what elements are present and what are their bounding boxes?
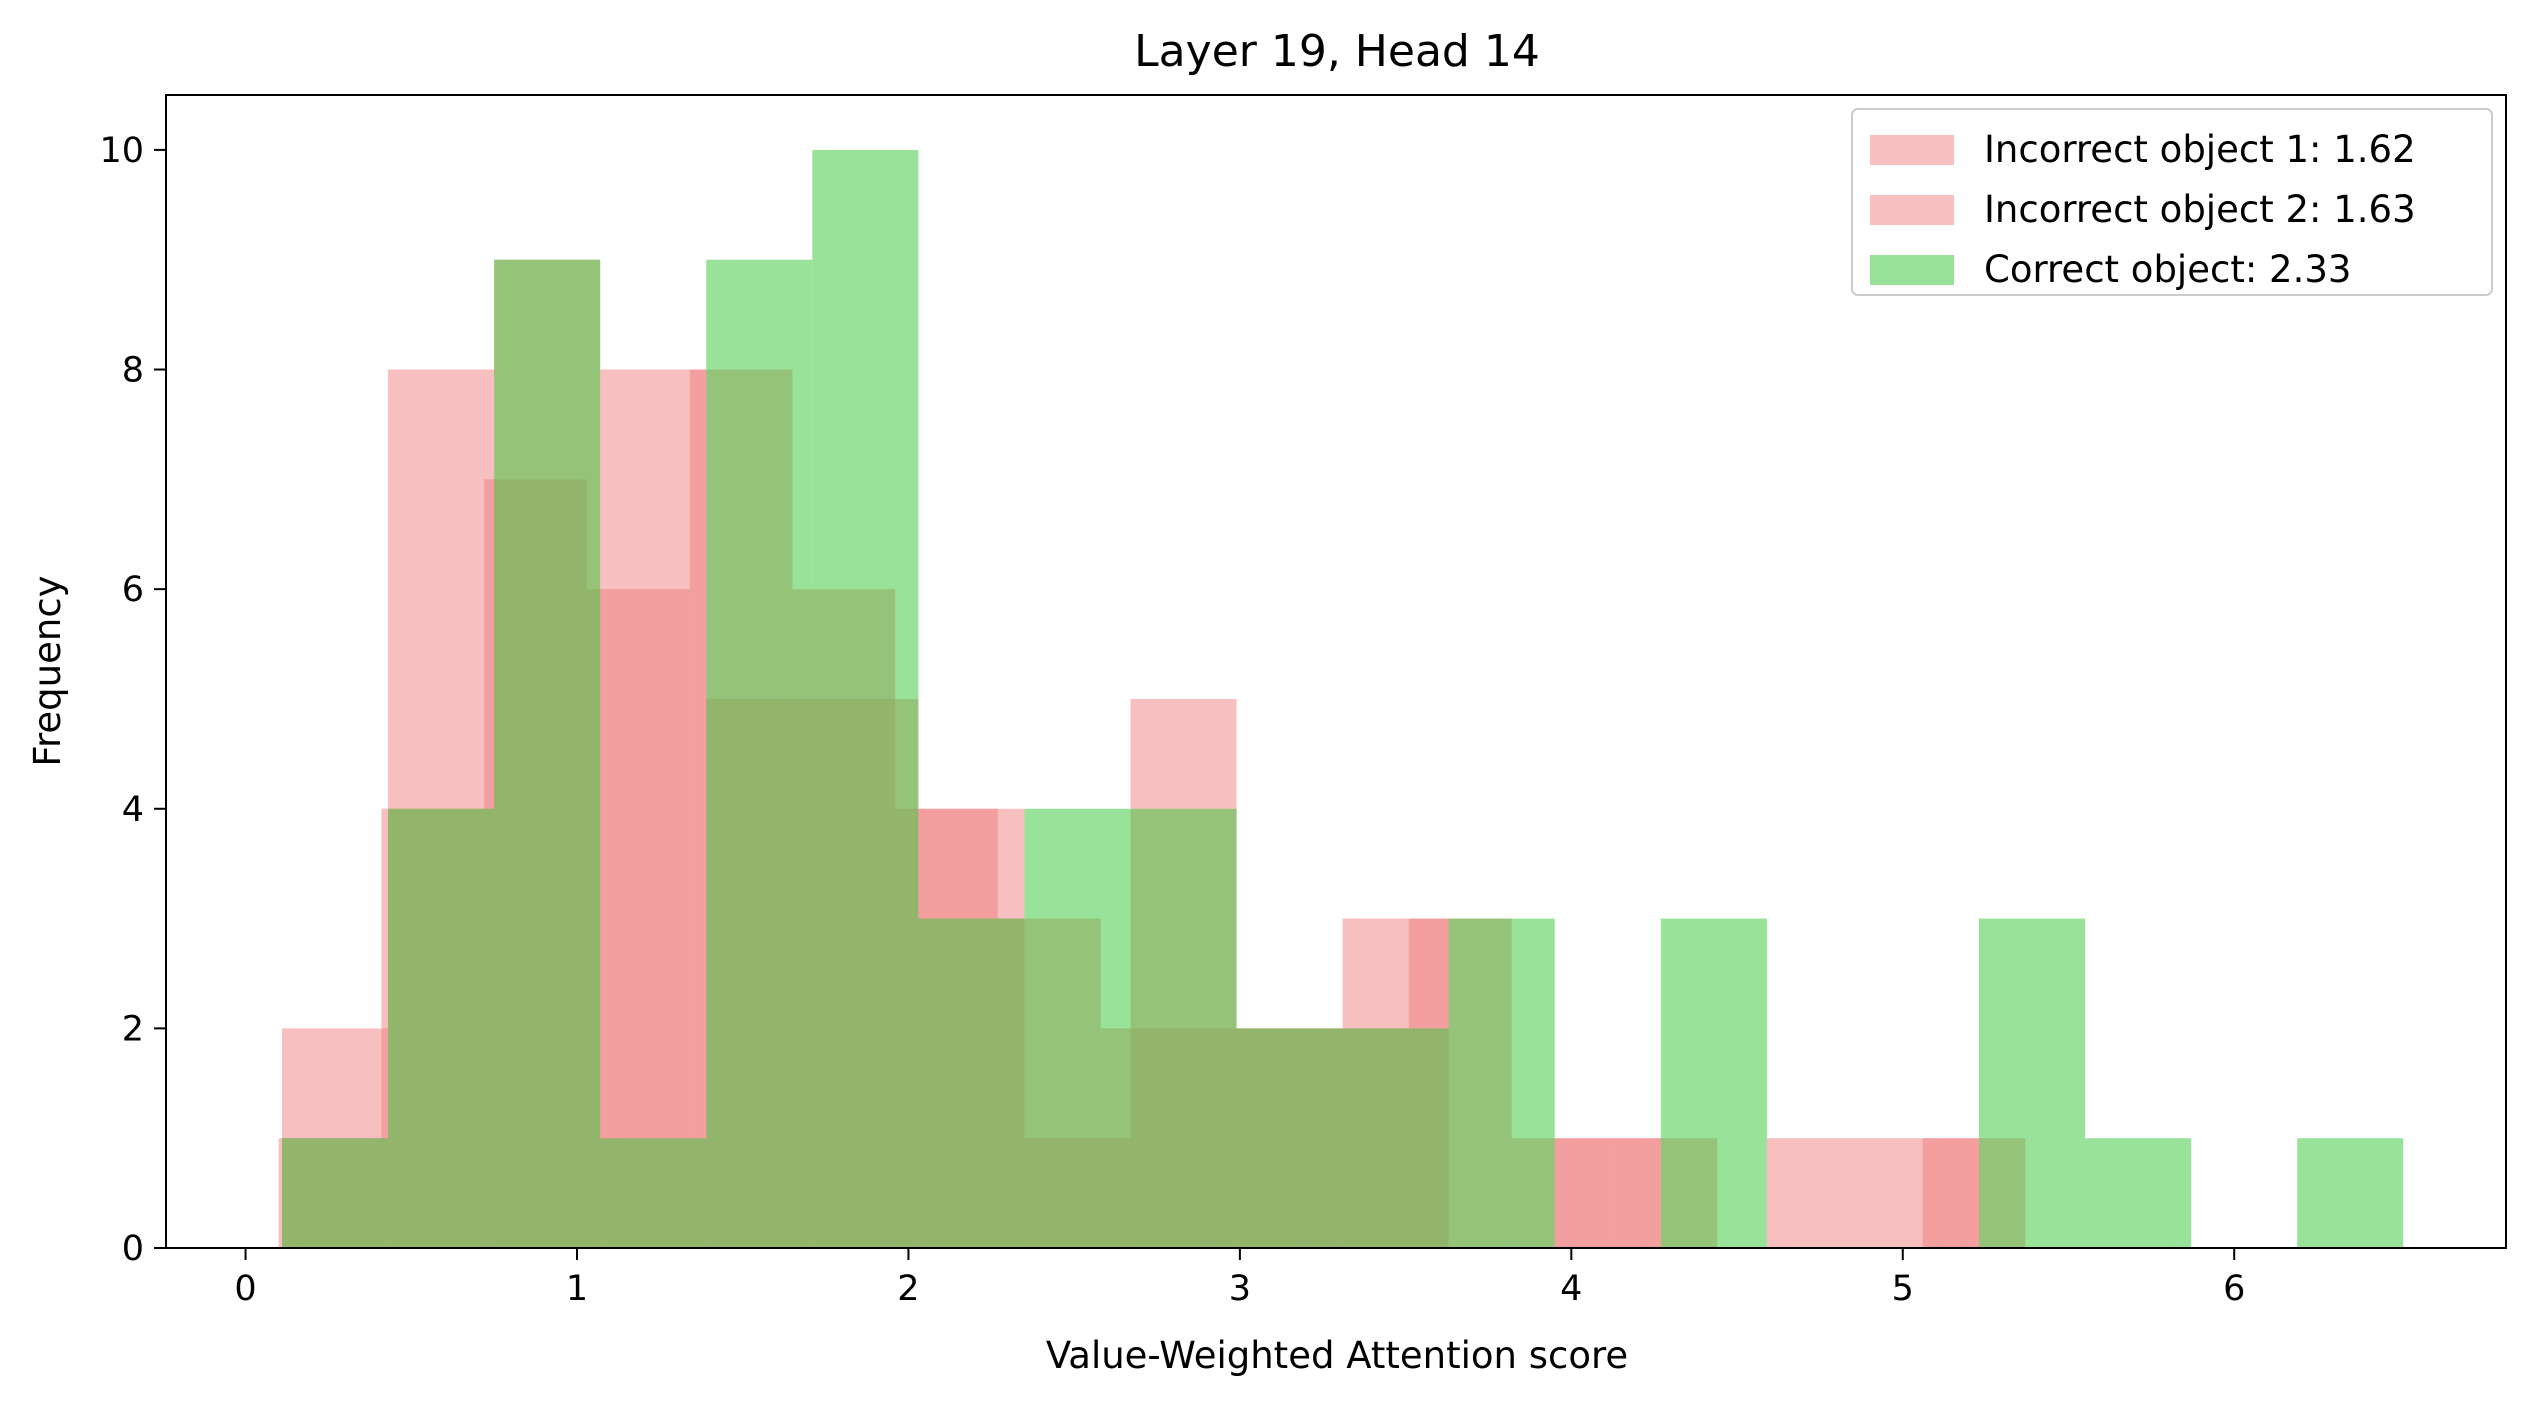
legend-swatch (1870, 195, 1954, 225)
histogram-bar (282, 1138, 389, 1248)
legend-label: Correct object: 2.33 (1984, 248, 2351, 291)
y-tick-label: 10 (99, 131, 144, 171)
y-axis-label: Frequency (26, 575, 69, 766)
legend-swatch (1870, 255, 1954, 285)
histogram-bar (812, 149, 919, 1248)
series-3-bars (282, 149, 2404, 1248)
histogram-bar (1660, 918, 1767, 1248)
histogram-bar (1024, 808, 1131, 1248)
x-tick-label: 4 (1560, 1269, 1582, 1309)
x-axis: 0 1 2 3 4 5 6 (234, 1248, 2245, 1309)
histogram-bar (1448, 918, 1555, 1248)
histogram-bar (918, 918, 1025, 1248)
chart-title: Layer 19, Head 14 (1134, 26, 1540, 77)
histogram-bar (1766, 1138, 1873, 1248)
histogram-bar (2085, 1138, 2192, 1248)
histogram-bar (706, 259, 813, 1248)
y-tick-label: 0 (122, 1229, 144, 1269)
y-tick-label: 4 (122, 790, 144, 830)
histogram-bar (1130, 808, 1237, 1248)
plot-frame (165, 94, 2507, 1249)
x-axis-label: Value-Weighted Attention score (1046, 1334, 1628, 1377)
legend-swatch (1870, 135, 1954, 165)
x-tick-label: 3 (1229, 1269, 1251, 1309)
x-tick-label: 2 (897, 1269, 919, 1309)
legend-label: Incorrect object 2: 1.63 (1984, 188, 2416, 231)
histogram-bar (1236, 1028, 1343, 1248)
histogram-bar (600, 1138, 707, 1248)
histogram-bar (494, 259, 601, 1248)
histogram-bar (1979, 918, 2086, 1248)
x-tick-label: 5 (1892, 1269, 1914, 1309)
legend-label: Incorrect object 1: 1.62 (1984, 128, 2416, 171)
y-tick-label: 8 (122, 351, 144, 391)
y-tick-label: 2 (122, 1009, 144, 1049)
x-tick-label: 6 (2223, 1269, 2245, 1309)
x-tick-label: 0 (234, 1269, 256, 1309)
x-tick-label: 1 (566, 1269, 588, 1309)
histogram-bar (2297, 1138, 2404, 1248)
legend-box (1851, 108, 2493, 296)
bars-layer (278, 149, 2404, 1248)
y-axis: 0 2 4 6 8 10 (99, 131, 166, 1269)
legend: Incorrect object 1: 1.62 Incorrect object… (1851, 108, 2493, 296)
histogram-bar (388, 808, 495, 1248)
y-tick-label: 6 (122, 570, 144, 610)
histogram-bar (1342, 1028, 1449, 1248)
